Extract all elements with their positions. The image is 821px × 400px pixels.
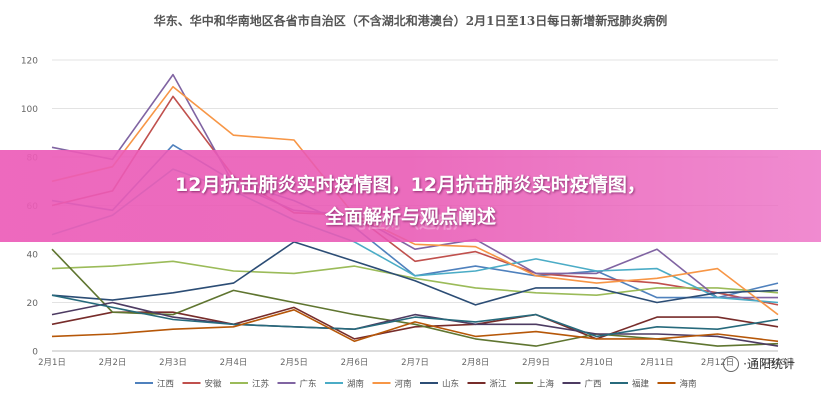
x-tick-label: 2月12日 (701, 358, 734, 368)
legend-label: 江苏 (252, 379, 270, 390)
legend-label: 海南 (680, 379, 697, 390)
x-tick-label: 2月10日 (580, 358, 613, 368)
y-tick-label: 20 (27, 299, 39, 309)
banner-headline: 12月抗击肺炎实时疫情图，12月抗击肺炎实时疫情图， (175, 174, 646, 196)
series-line-安徽 (51, 95, 779, 306)
x-tick-label: 2月9日 (522, 358, 550, 368)
legend-label: 福建 (632, 379, 650, 390)
series-line-广东 (51, 73, 778, 299)
series-line-河南 (51, 85, 779, 316)
x-tick-label: 2月6日 (341, 358, 369, 368)
x-tick-label: 2月1日 (38, 358, 66, 368)
legend: 江西 安徽 江苏 广东 湖南 河南 山东 浙江 上海 广西 福建 海南 (135, 379, 697, 390)
y-tick-label: 120 (21, 57, 38, 67)
legend-label: 湖南 (347, 379, 364, 390)
x-tick-label: 2月8日 (462, 358, 490, 368)
series-line-江苏 (51, 260, 779, 297)
title-banner: 与应对（适用） 12月抗击肺炎实时疫情图，12月抗击肺炎实时疫情图， 全面解析与… (0, 150, 821, 242)
x-tick-label: 2月2日 (99, 358, 127, 368)
x-tick-label: 2月5日 (280, 358, 308, 368)
banner-subheadline: 全面解析与观点阐述 (324, 206, 496, 228)
legend-label: 广东 (300, 379, 317, 390)
y-tick-label: 0 (32, 348, 38, 358)
legend-label: 上海 (537, 379, 555, 390)
x-tick-label: 2月11日 (640, 358, 673, 368)
x-tick-label: 2月13日 (761, 358, 794, 368)
series-lines (51, 73, 779, 347)
legend-label: 安徽 (205, 379, 223, 390)
series-line-浙江 (51, 306, 779, 340)
banner-ghost-text: 与应对（适用） (351, 213, 470, 233)
legend-label: 广西 (585, 379, 602, 390)
chart-title: 华东、华中和华南地区各省市自治区（不含湖北和港澳台）2月1日至13日每日新增新冠… (153, 14, 668, 28)
series-line-福建 (51, 294, 779, 338)
legend-label: 浙江 (490, 379, 508, 390)
series-line-广西 (51, 301, 779, 347)
x-tick-label: 2月4日 (220, 358, 248, 368)
watermark: ·通阳统计 (723, 355, 795, 372)
legend-label: 河南 (395, 379, 412, 390)
x-tick-label: 2月3日 (159, 358, 187, 368)
series-line-海南 (51, 308, 779, 343)
y-tick-label: 100 (21, 105, 38, 115)
series-line-山东 (51, 241, 779, 306)
wechat-icon (723, 355, 740, 372)
watermark-text: ·通阳统计 (743, 357, 795, 371)
x-axis-ticks: 2月1日 2月2日 2月3日 2月4日 2月5日 2月6日 2月7日 2月8日 2月9日 2月10… (38, 358, 795, 368)
legend-label: 江西 (157, 380, 174, 390)
legend-label: 山东 (442, 379, 459, 390)
x-tick-label: 2月7日 (401, 358, 429, 368)
y-tick-label: 40 (27, 251, 39, 261)
